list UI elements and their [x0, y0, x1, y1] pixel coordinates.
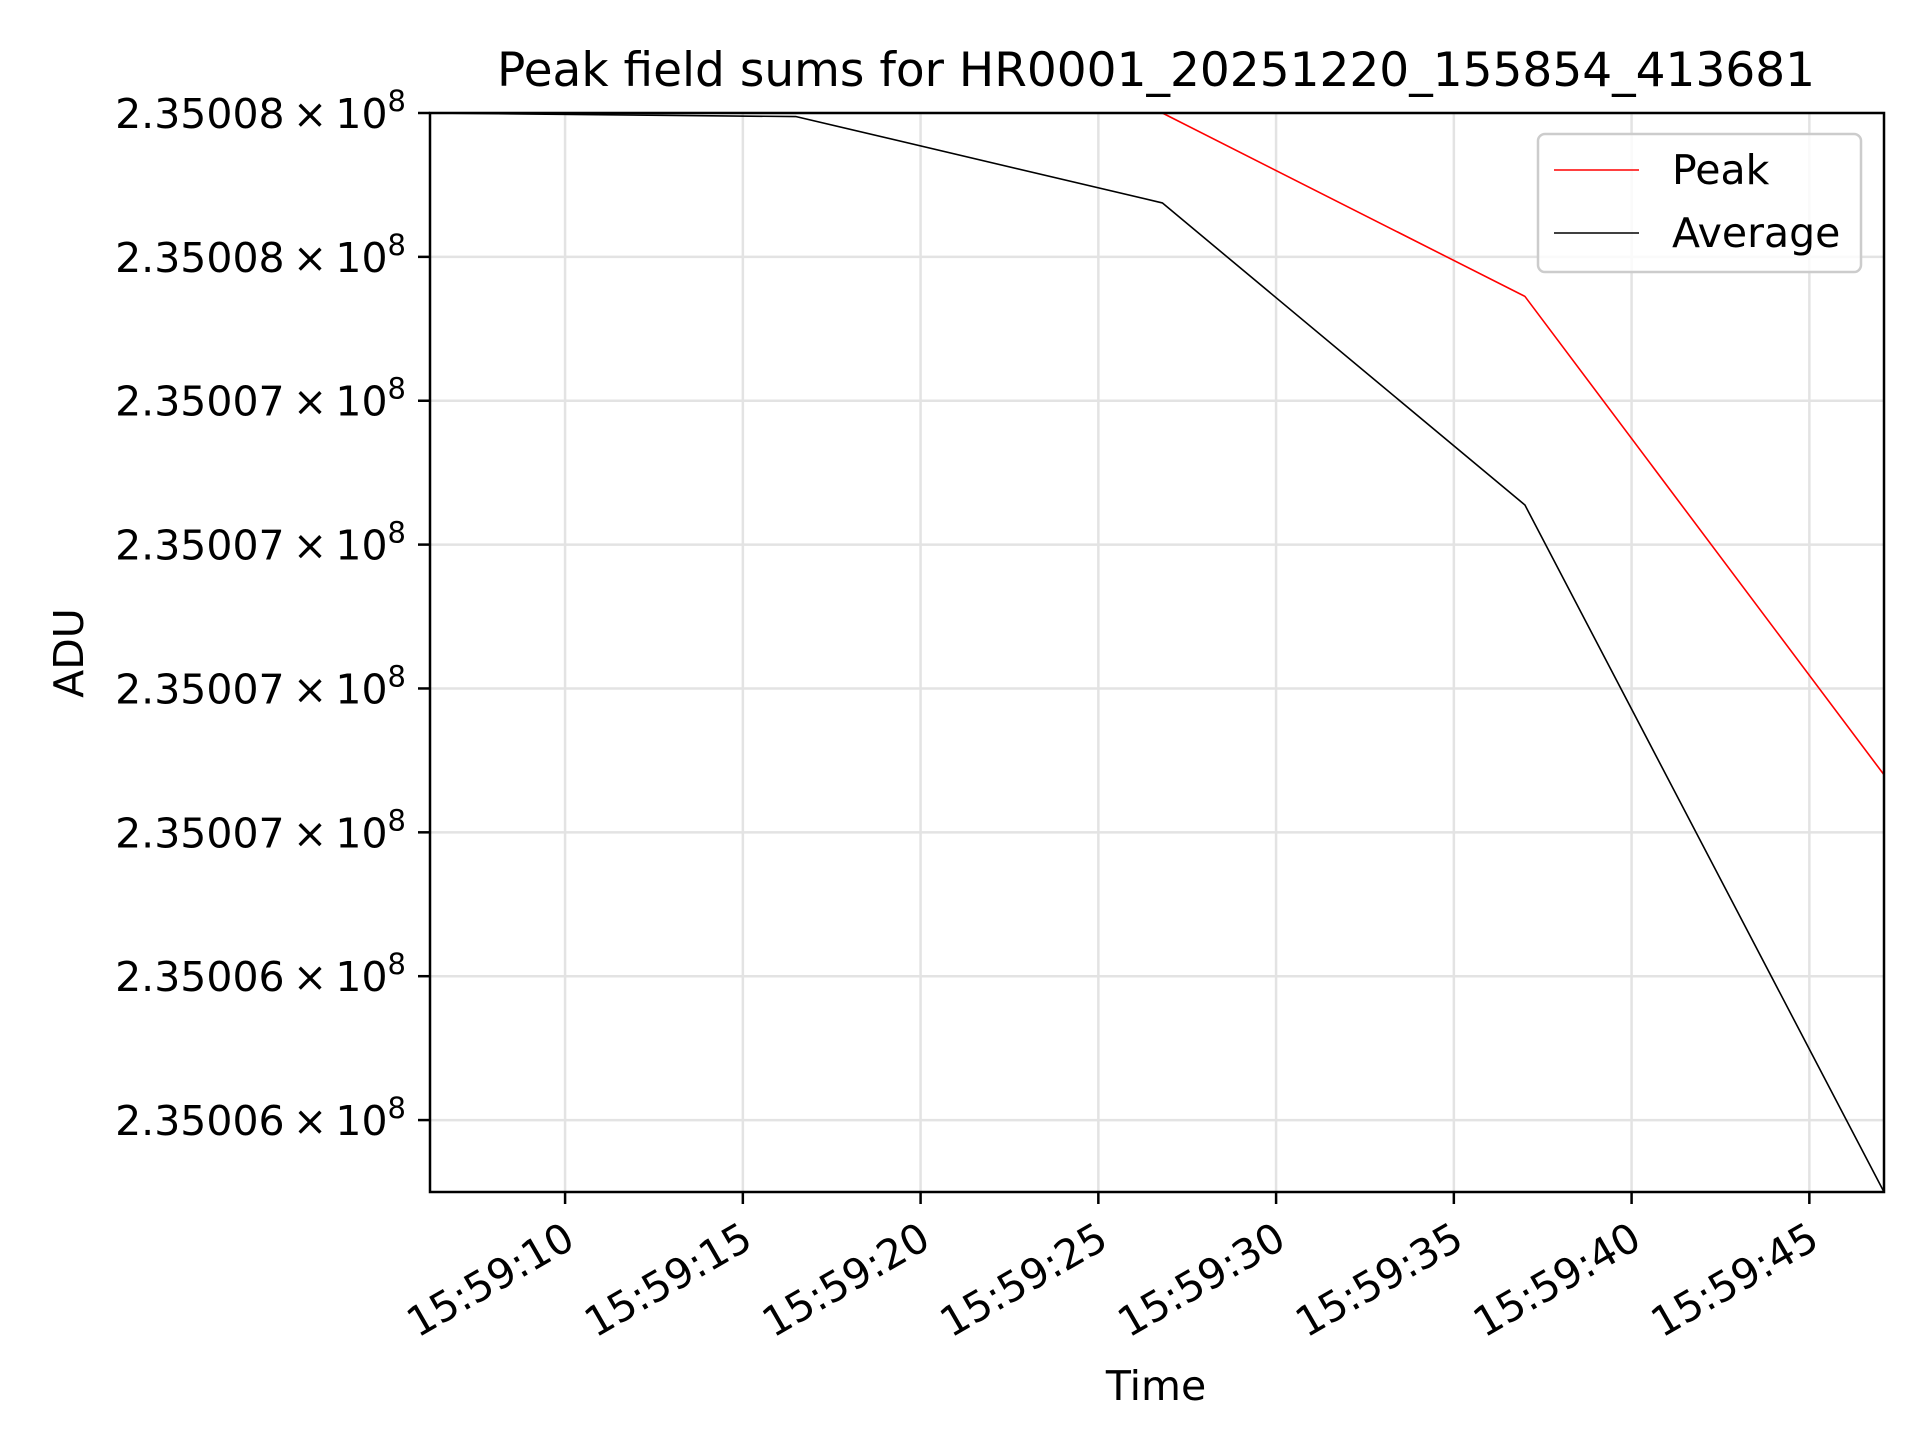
y-tick-label: 2.35007 × 108	[115, 516, 406, 570]
y-tick-label: 2.35006 × 108	[115, 947, 406, 1001]
y-axis-label: ADU	[45, 608, 93, 698]
legend: Peak Average	[1536, 132, 1863, 274]
x-axis-label: Time	[1105, 1362, 1206, 1410]
y-tick-label: 2.35008 × 108	[115, 228, 406, 282]
plot-frame	[428, 111, 1886, 1194]
legend-box	[1536, 132, 1863, 274]
series-line-average	[429, 112, 1885, 1193]
y-tick-label: 2.35007 × 108	[115, 803, 406, 857]
y-tick-label: 2.35007 × 108	[115, 659, 406, 713]
y-tick-label: 2.35008 × 108	[115, 84, 406, 138]
chart-title: Peak field sums for HR0001_20251220_1558…	[497, 43, 1815, 98]
legend-label-peak: Peak	[1672, 146, 1770, 194]
y-tick-label: 2.35006 × 108	[115, 1091, 406, 1145]
y-axis: 2.35008 × 108 2.35008 × 108 2.35007 × 108 2…	[115, 84, 430, 1145]
y-tick-label: 2.35007 × 108	[115, 372, 406, 426]
legend-label-average: Average	[1672, 209, 1840, 257]
